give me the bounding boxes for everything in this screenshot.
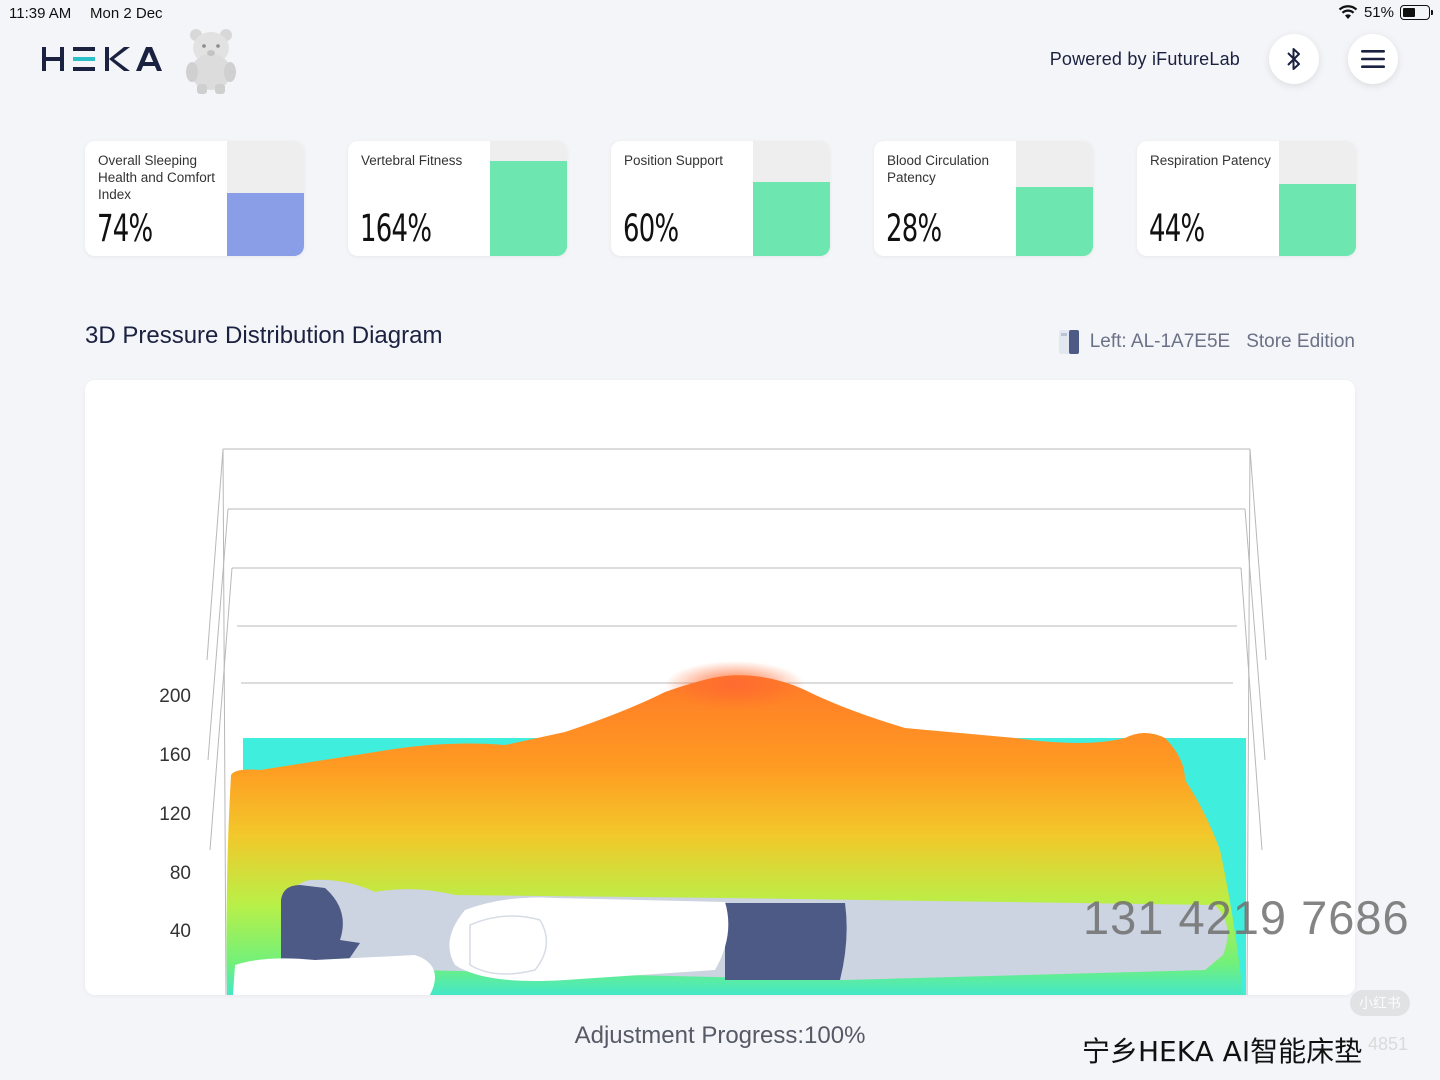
metric-bar (1016, 141, 1093, 256)
pressure-diagram-panel: 200 160 120 80 40 (85, 380, 1355, 995)
metric-bar (1279, 141, 1356, 256)
metric-bar-fill (490, 160, 567, 256)
metric-value: 164% (360, 207, 432, 250)
device-side-id: Left: AL-1A7E5E (1089, 331, 1231, 352)
metric-bar-fill (1016, 187, 1093, 256)
status-indicators: 51% (1338, 4, 1433, 21)
bluetooth-icon (1287, 48, 1300, 70)
metric-value: 60% (623, 207, 679, 250)
edition-label: Store Edition (1246, 331, 1355, 352)
metric-value: 28% (886, 207, 942, 250)
metric-card-comfort-index: Overall Sleeping Health and Comfort Inde… (85, 141, 304, 256)
metric-label: Respiration Patency (1150, 153, 1271, 168)
metric-label: Overall Sleeping Health and Comfort Inde… (98, 153, 216, 202)
heka-logo (42, 47, 162, 71)
y-tick-label: 40 (169, 921, 191, 942)
metric-label: Position Support (624, 153, 724, 168)
metric-label: Vertebral Fitness (361, 153, 463, 168)
metric-value: 44% (1149, 207, 1205, 250)
watermark-number: 4851 (1368, 1034, 1409, 1054)
y-tick-label: 120 (159, 804, 191, 825)
powered-by-text: Powered by iFutureLab (1049, 49, 1240, 69)
y-tick-label: 200 (159, 686, 191, 707)
metric-card-vertebral-fitness: Vertebral Fitness 164% (348, 141, 567, 256)
metric-bar (490, 141, 567, 256)
status-time: 11:39 AM (9, 5, 72, 22)
status-date: Mon 2 Dec (90, 5, 163, 22)
brand-caption: 宁乡HEKA AI智能床垫 (1082, 1035, 1363, 1068)
y-tick-label: 160 (159, 745, 191, 766)
status-bar: 11:39 AM Mon 2 Dec 51% (0, 0, 1440, 26)
watermark-badge: 小红书 (1350, 990, 1410, 1016)
phone-watermark: 131 4219 7686 (1083, 891, 1410, 944)
battery-percent: 51% (1363, 4, 1394, 21)
metric-card-blood-circulation: Blood Circulation Patency 28% (874, 141, 1093, 256)
metric-label: Blood Circulation Patency (887, 153, 990, 185)
diagram-title: 3D Pressure Distribution Diagram (85, 322, 443, 349)
metric-card-position-support: Position Support 60% (611, 141, 830, 256)
metric-card-respiration: Respiration Patency 44% (1137, 141, 1356, 256)
metric-bar (227, 141, 304, 256)
wifi-icon (1338, 5, 1358, 19)
device-info[interactable]: Left: AL-1A7E5E Store Edition (1058, 329, 1355, 355)
bluetooth-button[interactable] (1269, 34, 1319, 84)
pressure-3d-diagram (206, 448, 1267, 995)
metric-bar-fill (227, 192, 304, 256)
menu-button[interactable] (1348, 34, 1398, 84)
hamburger-menu-icon (1361, 50, 1385, 68)
mattress-device-icon (1058, 330, 1079, 354)
metric-bar (753, 141, 830, 256)
pressure-peak (665, 661, 805, 709)
battery-level (1403, 8, 1416, 17)
bear-mascot-icon (186, 29, 236, 94)
metric-bar-fill (753, 182, 830, 256)
battery-icon (1400, 5, 1433, 20)
y-tick-label: 80 (169, 863, 191, 884)
metric-value: 74% (97, 207, 153, 250)
metric-bar-fill (1279, 183, 1356, 256)
adjustment-progress: Adjustment Progress:100% (574, 1022, 866, 1049)
body-figure-icon (233, 879, 1228, 995)
